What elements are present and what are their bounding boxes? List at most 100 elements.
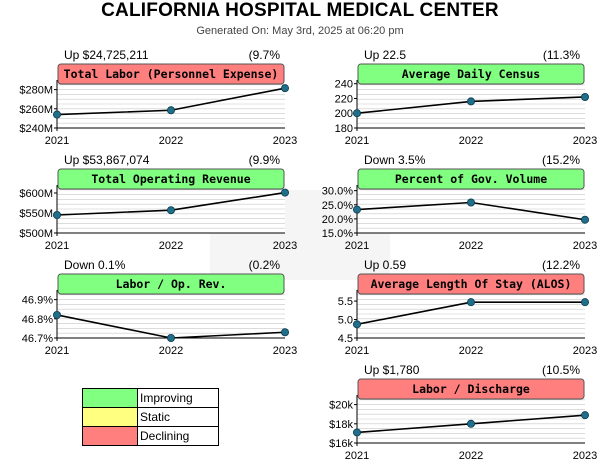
x-tick-label: 2023 [273,240,297,252]
y-tick-label: 20.0% [322,214,353,226]
x-tick-label: 2022 [159,345,183,357]
chart-summary: Up 0.59 [364,258,407,272]
chart-title: Average Daily Census [402,67,540,81]
y-tick-label: 46.8% [22,314,53,326]
y-tick-label: 180 [335,123,353,135]
y-tick-label: $500M [19,228,53,240]
chart-panel-labor-discharge: Up $1,780(10.5% Change)$16k$18k$20k20212… [300,363,600,468]
chart-summary: Up $53,867,074 [64,153,150,167]
y-tick-label: $260M [19,104,53,116]
y-tick-label: 4.5 [338,333,353,345]
data-point [166,334,175,343]
data-point [580,215,589,224]
chart-title: Labor / Op. Rev. [116,277,227,291]
chart-summary: Down 0.1% [64,258,126,272]
x-tick-label: 2022 [159,240,183,252]
data-point [353,320,362,329]
chart-panel-total-operating-revenue: Up $53,867,074(9.9% Change)$500M$550M$60… [0,153,300,258]
x-tick-label: 2023 [273,345,297,357]
x-tick-label: 2021 [345,345,369,357]
y-tick-label: 5.5 [338,296,353,308]
legend: Improving Static Declining [82,388,219,446]
chart-average-daily-census: 180 200 220 240 2021 2022 2023 Average Daily Ce… [335,63,597,147]
chart-summary: Up $1,780 [364,363,420,377]
data-point [280,84,289,93]
data-point [580,298,589,307]
chart-total-labor-personnel-expense: $240M $260M $280M 2021 2022 2023 Total Labor (… [19,63,297,147]
chart-title: Total Operating Revenue [91,172,250,186]
chart-title-box [357,273,585,295]
chart-summary: Up $24,725,211 [64,48,149,62]
y-tick-label: 240 [335,79,353,91]
chart-panel-average-daily-census: Up 22.5(11.3% Change)1802002202402021202… [300,48,600,153]
data-point [53,310,62,319]
x-tick-label: 2023 [573,240,597,252]
data-point [466,198,475,207]
chart-title: Labor / Discharge [412,382,530,396]
chart-average-length-of-stay-alos: 4.5 5.0 5.5 2021 2022 2023 Average Length Of S… [338,273,597,357]
data-point [280,188,289,197]
x-tick-label: 2023 [573,450,597,462]
legend-swatch-declining [82,426,138,446]
y-tick-label: $16k [329,438,353,450]
chart-title: Percent of Gov. Volume [395,172,547,186]
x-tick-label: 2021 [45,135,69,147]
chart-summary: Up 22.5 [364,48,407,62]
chart-summary: Down 3.5% [364,153,426,167]
data-point [353,205,362,214]
x-tick-label: 2023 [573,135,597,147]
x-tick-label: 2022 [459,450,483,462]
x-tick-label: 2021 [45,345,69,357]
y-tick-label: 5.0 [338,315,353,327]
x-tick-label: 2022 [459,240,483,252]
x-tick-label: 2021 [345,135,369,147]
x-tick-label: 2023 [273,135,297,147]
data-point [580,411,589,420]
legend-label-declining: Declining [137,426,219,446]
x-tick-label: 2021 [45,240,69,252]
y-tick-label: 15.0% [322,228,353,240]
y-tick-label: 200 [335,108,353,120]
legend-item-declining: Declining [82,426,219,446]
y-tick-label: $280M [19,85,53,97]
data-point [53,110,62,119]
chart-panel-labor-op-rev: Down 0.1%(0.2% Change)46.7%46.8%46.9%202… [0,258,300,363]
legend-label-improving: Improving [137,388,219,408]
data-point [466,419,475,428]
data-point [353,428,362,437]
data-point [466,298,475,307]
chart-labor-op-rev: 46.7% 46.8% 46.9% 2021 2022 2023 Labor / Op. R… [22,273,297,357]
chart-labor-discharge: $16k $18k $20k 2021 2022 2023 Labor / Discharg… [329,378,597,462]
x-tick-label: 2021 [345,450,369,462]
data-point [580,92,589,101]
x-tick-label: 2022 [459,345,483,357]
y-tick-label: $600M [19,188,53,200]
y-tick-label: 30.0% [322,186,353,198]
data-point [166,206,175,215]
chart-panel-percent-of-gov-volume: Down 3.5%(15.2% Change)15.0%20.0%25.0%30… [300,153,600,258]
x-tick-label: 2022 [159,135,183,147]
y-tick-label: $18k [329,419,353,431]
chart-title-box [57,168,285,190]
chart-percent-of-gov-volume: 15.0% 20.0% 25.0% 30.0% 2021 2022 2023 Percent … [322,168,597,252]
chart-panel-average-length-of-stay-alos: Up 0.59(12.2% Change)4.55.05.52021202220… [300,258,600,363]
chart-title-box [357,378,585,400]
data-point [166,106,175,115]
data-point [353,109,362,118]
chart-total-operating-revenue: $500M $550M $600M 2021 2022 2023 Total Operati… [19,168,297,252]
chart-title-box [57,63,285,85]
chart-title-box [357,63,585,85]
legend-label-static: Static [137,407,219,427]
chart-title: Average Length Of Stay (ALOS) [371,277,572,291]
chart-title: Total Labor (Personnel Expense) [64,67,279,81]
page-subtitle: Generated On: May 3rd, 2025 at 06:20 pm [196,25,404,37]
legend-item-improving: Improving [82,388,219,408]
data-point [53,211,62,220]
chart-panel-total-labor-personnel-expense: Up $24,725,211(9.7% Change)$240M$260M$28… [0,48,300,153]
y-tick-label: 46.7% [22,333,53,345]
y-tick-label: $240M [19,123,53,135]
y-tick-label: 46.9% [22,295,53,307]
x-tick-label: 2022 [459,135,483,147]
y-tick-label: 25.0% [322,200,353,212]
